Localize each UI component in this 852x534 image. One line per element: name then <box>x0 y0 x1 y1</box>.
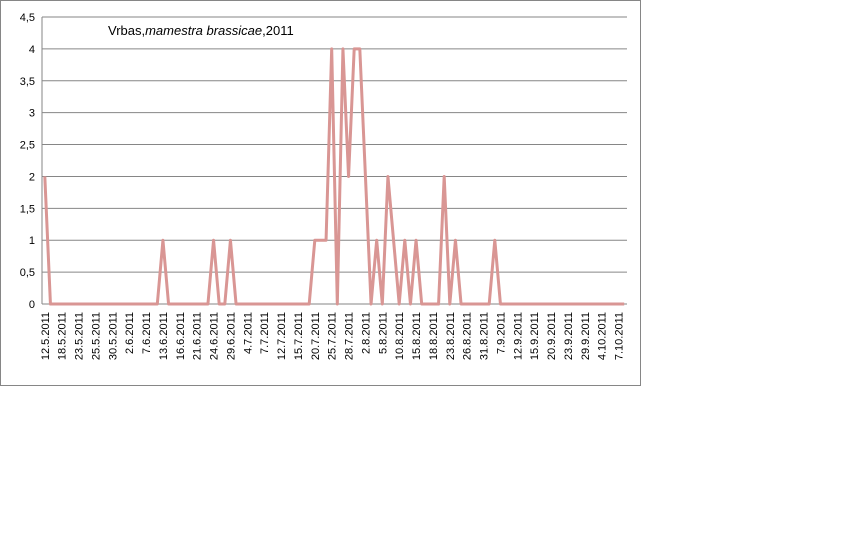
x-tick-label: 7.10.2011 <box>614 312 626 360</box>
x-tick-label: 25.5.2011 <box>90 312 102 360</box>
x-tick-label: 21.6.2011 <box>192 312 204 360</box>
x-tick-label: 5.8.2011 <box>377 312 389 354</box>
x-tick-label: 15.8.2011 <box>411 312 423 360</box>
x-tick-label: 12.5.2011 <box>40 312 52 360</box>
x-tick-label: 20.9.2011 <box>546 312 558 360</box>
x-tick-label: 30.5.2011 <box>107 312 119 360</box>
title-part: Vrbas, <box>108 23 145 38</box>
x-tick-label: 18.5.2011 <box>57 312 69 360</box>
x-tick-label: 28.7.2011 <box>344 312 356 360</box>
title-part: ,2011 <box>262 23 294 38</box>
x-tick-label: 23.5.2011 <box>74 312 86 360</box>
data-line <box>43 47 625 306</box>
x-tick-label: 4.10.2011 <box>597 312 609 360</box>
x-tick-label: 31.8.2011 <box>479 312 491 360</box>
x-tick-label: 16.6.2011 <box>175 312 187 360</box>
x-tick-label: 12.9.2011 <box>512 312 524 360</box>
x-tick-label: 7.9.2011 <box>495 312 507 354</box>
y-tick-label: 4 <box>29 44 35 56</box>
y-tick-label: 1,5 <box>20 203 35 215</box>
y-tick-label: 1 <box>29 235 35 247</box>
x-tick-label: 29.6.2011 <box>225 312 237 360</box>
y-tick-label: 2 <box>29 171 35 183</box>
x-tick-label: 15.9.2011 <box>529 312 541 360</box>
x-tick-label: 18.8.2011 <box>428 312 440 360</box>
x-tick-label: 4.7.2011 <box>242 312 254 354</box>
chart-border <box>0 0 641 386</box>
x-tick-label: 26.8.2011 <box>462 312 474 360</box>
y-tick-label: 3 <box>29 108 35 120</box>
y-tick-label: 4,5 <box>20 12 35 24</box>
x-tick-label: 7.6.2011 <box>141 312 153 354</box>
x-tick-label: 7.7.2011 <box>259 312 271 354</box>
x-tick-label: 25.7.2011 <box>327 312 339 360</box>
y-tick-label: 0,5 <box>20 267 35 279</box>
x-tick-label: 2.8.2011 <box>360 312 372 354</box>
x-tick-label: 23.8.2011 <box>445 312 457 360</box>
x-tick-label: 12.7.2011 <box>276 312 288 360</box>
y-tick-label: 2,5 <box>20 140 35 152</box>
x-tick-label: 2.6.2011 <box>124 312 136 354</box>
x-tick-label: 20.7.2011 <box>310 312 322 360</box>
x-tick-label: 23.9.2011 <box>563 312 575 360</box>
x-tick-label: 13.6.2011 <box>158 312 170 360</box>
title-part: mamestra brassicae <box>145 23 262 38</box>
x-tick-label: 10.8.2011 <box>394 312 406 360</box>
x-tick-label: 15.7.2011 <box>293 312 305 360</box>
x-tick-label: 29.9.2011 <box>580 312 592 360</box>
x-tick-label: 24.6.2011 <box>209 312 221 360</box>
y-tick-label: 0 <box>29 299 35 311</box>
y-tick-label: 3,5 <box>20 76 35 88</box>
chart-title: Vrbas,mamestra brassicae,2011 <box>108 23 294 38</box>
